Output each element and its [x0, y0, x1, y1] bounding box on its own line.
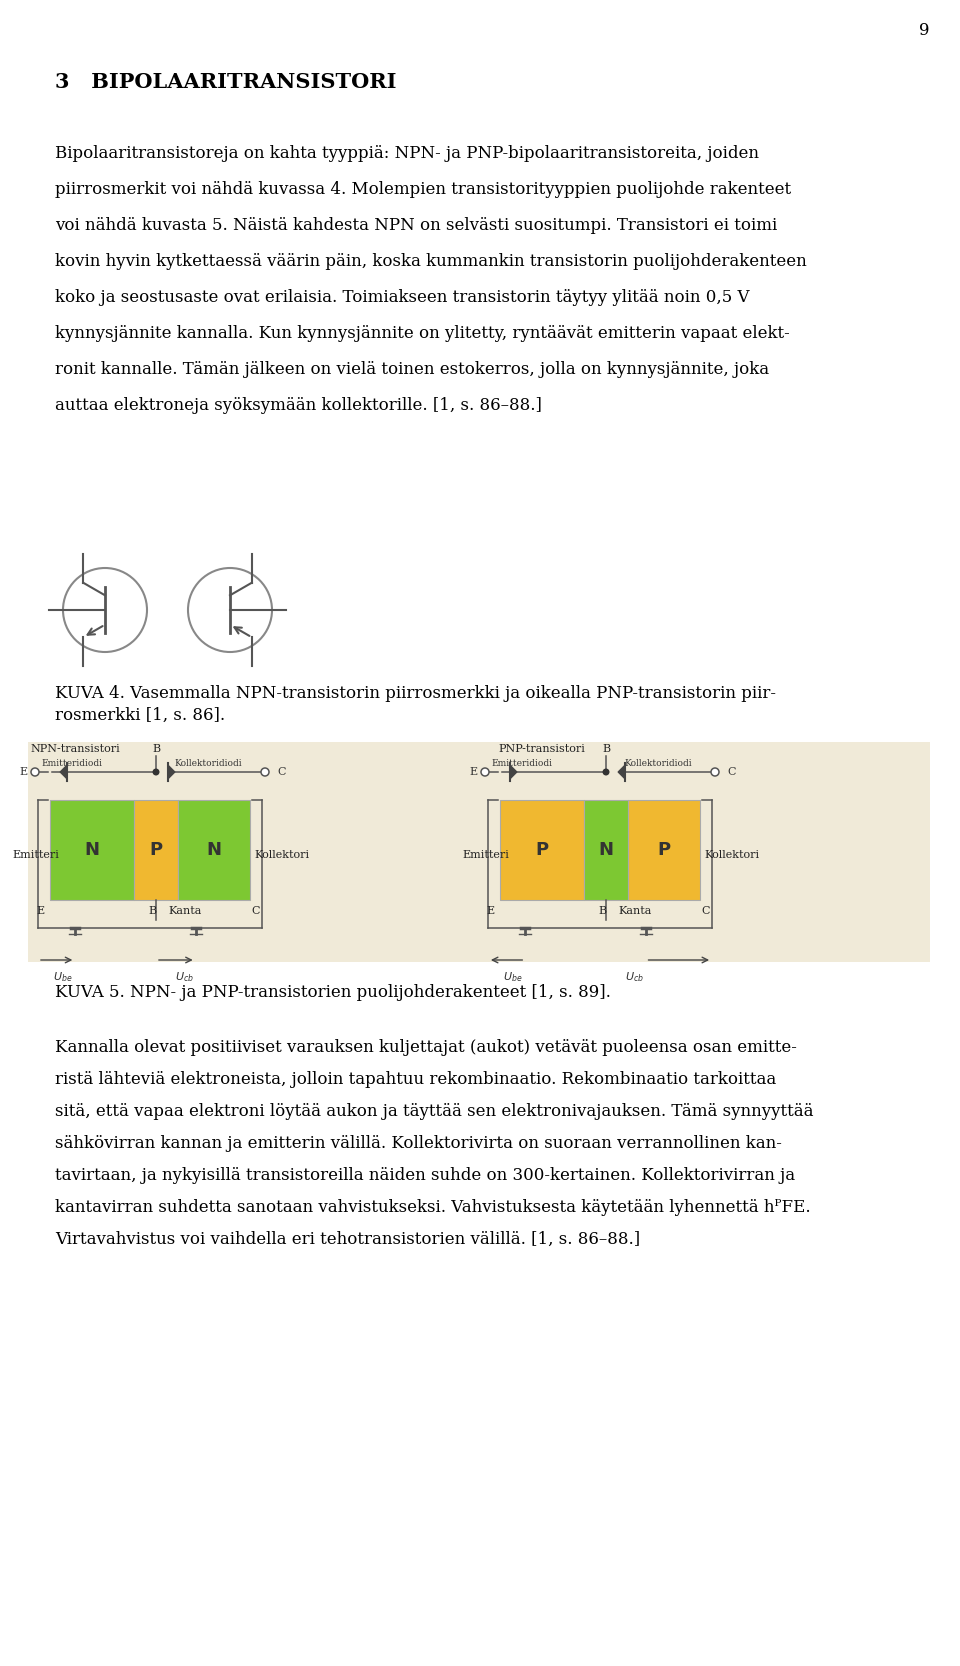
Circle shape: [31, 768, 39, 776]
Text: C: C: [702, 906, 710, 916]
Polygon shape: [510, 765, 517, 780]
Circle shape: [481, 768, 489, 776]
Text: C: C: [277, 766, 285, 776]
Text: NPN-transistori: NPN-transistori: [30, 745, 120, 755]
Text: koko ja seostusaste ovat erilaisia. Toimiakseen transistorin täytyy ylitää noin : koko ja seostusaste ovat erilaisia. Toim…: [55, 288, 750, 307]
Text: rosmerkki [1, s. 86].: rosmerkki [1, s. 86].: [55, 706, 226, 725]
Text: Virtavahvistus voi vaihdella eri tehotransistorien välillä. [1, s. 86–88.]: Virtavahvistus voi vaihdella eri tehotra…: [55, 1231, 640, 1248]
Text: tavirtaan, ja nykyisillä transistoreilla näiden suhde on 300-kertainen. Kollekto: tavirtaan, ja nykyisillä transistoreilla…: [55, 1166, 795, 1185]
Text: N: N: [598, 841, 613, 860]
Text: ristä lähteviä elektroneista, jolloin tapahtuu rekombinaatio. Rekombinaatio tark: ristä lähteviä elektroneista, jolloin ta…: [55, 1071, 777, 1088]
Bar: [584, 800, 628, 900]
Text: E: E: [486, 906, 494, 916]
Text: Kanta: Kanta: [618, 906, 652, 916]
Text: Emitteri: Emitteri: [462, 850, 509, 860]
Text: ronit kannalle. Tämän jälkeen on vielä toinen estokerros, jolla on kynnysjännite: ronit kannalle. Tämän jälkeen on vielä t…: [55, 362, 769, 378]
Text: kynnysjännite kannalla. Kun kynnysjännite on ylitetty, ryntäävät emitterin vapaa: kynnysjännite kannalla. Kun kynnysjännit…: [55, 325, 790, 342]
Text: Emitteridiodi: Emitteridiodi: [491, 760, 552, 768]
Text: B: B: [598, 906, 606, 916]
Text: piirrosmerkit voi nähdä kuvassa 4. Molempien transistorityyppien puolijohde rake: piirrosmerkit voi nähdä kuvassa 4. Molem…: [55, 182, 791, 198]
Text: $U_{be}$: $U_{be}$: [503, 970, 522, 985]
Bar: [134, 800, 178, 900]
Circle shape: [711, 768, 719, 776]
Text: KUVA 5. NPN- ja PNP-transistorien puolijohderakenteet [1, s. 89].: KUVA 5. NPN- ja PNP-transistorien puolij…: [55, 985, 611, 1001]
Text: Kollektori: Kollektori: [704, 850, 759, 860]
Text: 9: 9: [920, 22, 930, 38]
Text: E: E: [468, 766, 477, 776]
Text: sitä, että vapaa elektroni löytää aukon ja täyttää sen elektronivajauksen. Tämä : sitä, että vapaa elektroni löytää aukon …: [55, 1103, 813, 1120]
Text: P: P: [150, 841, 162, 860]
Text: Bipolaaritransistoreja on kahta tyyppiä: NPN- ja PNP-bipolaaritransistoreita, jo: Bipolaaritransistoreja on kahta tyyppiä:…: [55, 145, 759, 162]
Text: Kanta: Kanta: [168, 906, 202, 916]
Text: P: P: [658, 841, 671, 860]
Text: Kollektoridiodi: Kollektoridiodi: [174, 760, 242, 768]
Text: N: N: [84, 841, 100, 860]
Text: E: E: [36, 906, 44, 916]
Text: $U_{cb}$: $U_{cb}$: [625, 970, 644, 985]
Text: voi nähdä kuvasta 5. Näistä kahdesta NPN on selvästi suositumpi. Transistori ei : voi nähdä kuvasta 5. Näistä kahdesta NPN…: [55, 217, 778, 233]
Text: B: B: [148, 906, 156, 916]
Text: auttaa elektroneja syöksymään kollektorille. [1, s. 86–88.]: auttaa elektroneja syöksymään kollektori…: [55, 397, 541, 413]
Text: C: C: [252, 906, 260, 916]
Polygon shape: [168, 765, 175, 780]
Text: sähkövirran kannan ja emitterin välillä. Kollektorivirta on suoraan verrannollin: sähkövirran kannan ja emitterin välillä.…: [55, 1135, 781, 1151]
Polygon shape: [618, 765, 625, 780]
Text: C: C: [727, 766, 735, 776]
Text: N: N: [206, 841, 222, 860]
Bar: [628, 800, 700, 900]
Text: kovin hyvin kytkettaessä väärin päin, koska kummankin transistorin puolijohderak: kovin hyvin kytkettaessä väärin päin, ko…: [55, 253, 806, 270]
Circle shape: [603, 768, 610, 775]
Text: B: B: [152, 745, 160, 755]
Circle shape: [261, 768, 269, 776]
Text: Emitteridiodi: Emitteridiodi: [41, 760, 102, 768]
Bar: [28, 741, 930, 961]
Text: E: E: [19, 766, 27, 776]
Text: PNP-transistori: PNP-transistori: [498, 745, 585, 755]
Text: P: P: [536, 841, 548, 860]
Text: Kollektoridiodi: Kollektoridiodi: [624, 760, 691, 768]
Bar: [50, 800, 134, 900]
Text: kantavirran suhdetta sanotaan vahvistukseksi. Vahvistuksesta käytetään lyhennett: kantavirran suhdetta sanotaan vahvistuks…: [55, 1200, 810, 1216]
Bar: [178, 800, 250, 900]
Text: $U_{be}$: $U_{be}$: [53, 970, 72, 985]
Text: $U_{cb}$: $U_{cb}$: [176, 970, 194, 985]
Text: 3   BIPOLAARITRANSISTORI: 3 BIPOLAARITRANSISTORI: [55, 72, 396, 92]
Polygon shape: [60, 765, 67, 780]
Circle shape: [153, 768, 159, 775]
Text: Kannalla olevat positiiviset varauksen kuljettajat (aukot) vetävät puoleensa osa: Kannalla olevat positiiviset varauksen k…: [55, 1040, 797, 1056]
Bar: [500, 800, 584, 900]
Text: B: B: [602, 745, 610, 755]
Text: Emitteri: Emitteri: [12, 850, 59, 860]
Text: KUVA 4. Vasemmalla NPN-transistorin piirrosmerkki ja oikealla PNP-transistorin p: KUVA 4. Vasemmalla NPN-transistorin piir…: [55, 685, 776, 701]
Text: Kollektori: Kollektori: [254, 850, 309, 860]
